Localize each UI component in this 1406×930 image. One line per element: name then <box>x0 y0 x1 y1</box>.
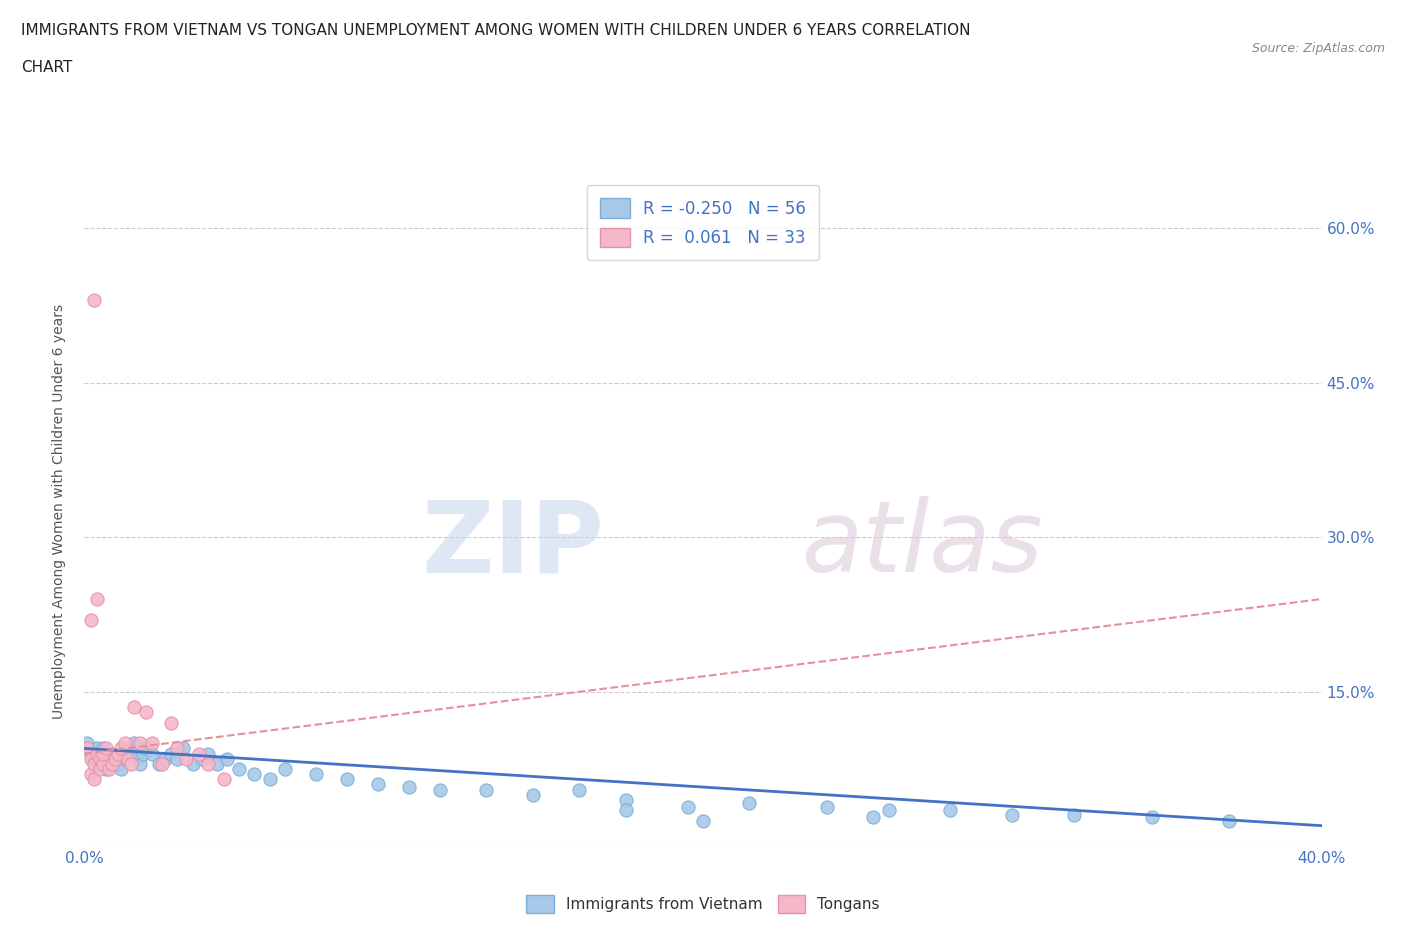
Point <box>475 782 498 797</box>
Point <box>207 756 229 771</box>
Point <box>122 736 145 751</box>
Point <box>176 751 198 766</box>
Point <box>141 736 163 751</box>
Point <box>86 591 108 606</box>
Point <box>274 762 297 777</box>
Point <box>212 772 235 787</box>
Point <box>79 766 101 781</box>
Point <box>1140 810 1163 825</box>
Point <box>568 782 591 797</box>
Point <box>1218 813 1240 828</box>
Point <box>1063 808 1085 823</box>
Point <box>877 803 900 817</box>
Point <box>83 293 105 308</box>
Point <box>172 741 194 756</box>
Point <box>94 762 117 777</box>
Text: ZIP: ZIP <box>422 497 605 593</box>
Point <box>1001 808 1024 823</box>
Point <box>228 762 250 777</box>
Point <box>125 751 148 766</box>
Point <box>104 751 127 766</box>
Point <box>91 741 114 756</box>
Point <box>129 736 152 751</box>
Point <box>132 746 155 761</box>
Point <box>89 751 111 766</box>
Point <box>122 699 145 714</box>
Point <box>166 741 188 756</box>
Point <box>114 751 136 766</box>
Point <box>738 795 761 810</box>
Point <box>197 756 219 771</box>
Point <box>692 813 714 828</box>
Point <box>676 800 699 815</box>
Point <box>101 746 124 761</box>
Point <box>336 772 359 787</box>
Point <box>148 756 170 771</box>
Point <box>120 756 142 771</box>
Point <box>98 756 121 771</box>
Point <box>614 803 637 817</box>
Point <box>117 751 139 766</box>
Point <box>79 746 101 761</box>
Point <box>153 751 176 766</box>
Point <box>86 741 108 756</box>
Text: CHART: CHART <box>21 60 73 75</box>
Point <box>79 612 101 627</box>
Point <box>110 741 132 756</box>
Point <box>160 715 183 730</box>
Point <box>83 772 105 787</box>
Point <box>83 751 105 766</box>
Point <box>197 746 219 761</box>
Point <box>215 751 238 766</box>
Point <box>104 751 127 766</box>
Point <box>614 792 637 807</box>
Point <box>107 746 129 761</box>
Point <box>114 736 136 751</box>
Point <box>86 746 108 761</box>
Point <box>135 705 157 720</box>
Point <box>166 751 188 766</box>
Point <box>181 756 204 771</box>
Point <box>305 766 328 781</box>
Point <box>150 756 173 771</box>
Point <box>939 803 962 817</box>
Point <box>89 756 111 771</box>
Point <box>160 746 183 761</box>
Text: IMMIGRANTS FROM VIETNAM VS TONGAN UNEMPLOYMENT AMONG WOMEN WITH CHILDREN UNDER 6: IMMIGRANTS FROM VIETNAM VS TONGAN UNEMPL… <box>21 23 970 38</box>
Point <box>117 746 139 761</box>
Point <box>107 756 129 771</box>
Point <box>141 746 163 761</box>
Point <box>862 810 884 825</box>
Text: Source: ZipAtlas.com: Source: ZipAtlas.com <box>1251 42 1385 55</box>
Point <box>94 741 117 756</box>
Point <box>191 751 214 766</box>
Point <box>367 777 389 792</box>
Point <box>89 762 111 777</box>
Point <box>98 762 121 777</box>
Point <box>187 746 209 761</box>
Point <box>129 756 152 771</box>
Point <box>398 779 420 794</box>
Legend: Immigrants from Vietnam, Tongans: Immigrants from Vietnam, Tongans <box>520 889 886 919</box>
Text: atlas: atlas <box>801 497 1043 593</box>
Point <box>815 800 838 815</box>
Point <box>76 741 98 756</box>
Y-axis label: Unemployment Among Women with Children Under 6 years: Unemployment Among Women with Children U… <box>52 304 66 719</box>
Point <box>259 772 281 787</box>
Point <box>120 741 142 756</box>
Point <box>101 756 124 771</box>
Point <box>76 736 98 751</box>
Point <box>522 788 544 803</box>
Point <box>429 782 451 797</box>
Point <box>243 766 266 781</box>
Point <box>83 756 105 771</box>
Point <box>110 762 132 777</box>
Point <box>79 751 101 766</box>
Point <box>91 756 114 771</box>
Point <box>135 741 157 756</box>
Point <box>91 746 114 761</box>
